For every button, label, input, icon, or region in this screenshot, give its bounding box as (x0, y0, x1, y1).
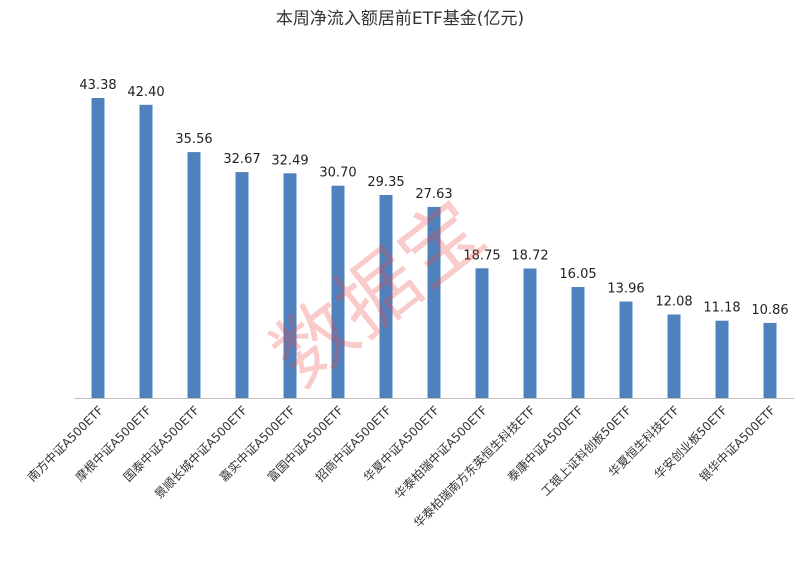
bar-4 (235, 172, 249, 398)
bar-7 (379, 195, 393, 398)
value-label-4: 32.67 (223, 152, 260, 167)
bar-11 (571, 287, 585, 398)
value-labels-group: 43.38 42.40 35.56 32.67 32.49 30.70 29.35 27.63… (79, 78, 788, 318)
value-label-1: 43.38 (79, 78, 116, 93)
value-label-13: 12.08 (655, 295, 692, 310)
value-label-15: 10.86 (751, 303, 788, 318)
value-label-5: 32.49 (271, 153, 308, 168)
bar-12 (619, 301, 633, 398)
x-tick-labels-group: 南方中证A500ETF摩根中证A500ETF国泰中证A500ETF景顺长城中证A… (24, 402, 778, 530)
bar-10 (523, 268, 537, 398)
value-label-14: 11.18 (703, 301, 740, 316)
x-tick-label-4: 景顺长城中证A500ETF (151, 402, 250, 501)
bars-group (91, 98, 777, 399)
bar-14 (715, 320, 729, 398)
bar-15 (763, 322, 777, 398)
value-label-12: 13.96 (607, 282, 644, 297)
value-label-3: 35.56 (175, 132, 212, 147)
bar-2 (139, 104, 153, 399)
bar-1 (91, 98, 105, 398)
value-label-2: 42.40 (127, 85, 164, 100)
value-label-9: 18.75 (463, 248, 500, 263)
chart-title: 本周净流入额居前ETF基金(亿元) (276, 9, 524, 29)
bar-3 (187, 152, 201, 398)
bar-8 (427, 206, 441, 398)
value-label-11: 16.05 (559, 267, 596, 282)
x-tick-label-12: 工银上证科创板50ETF (539, 403, 635, 499)
value-label-7: 29.35 (367, 175, 404, 190)
bar-9 (475, 268, 489, 398)
value-label-6: 30.70 (319, 166, 356, 181)
bar-5 (283, 173, 297, 398)
value-label-10: 18.72 (511, 249, 548, 264)
x-tick-label-9: 华泰柏瑞中证A500ETF (391, 402, 490, 501)
value-label-8: 27.63 (415, 187, 452, 202)
bar-13 (667, 314, 681, 398)
bar-6 (331, 185, 345, 398)
